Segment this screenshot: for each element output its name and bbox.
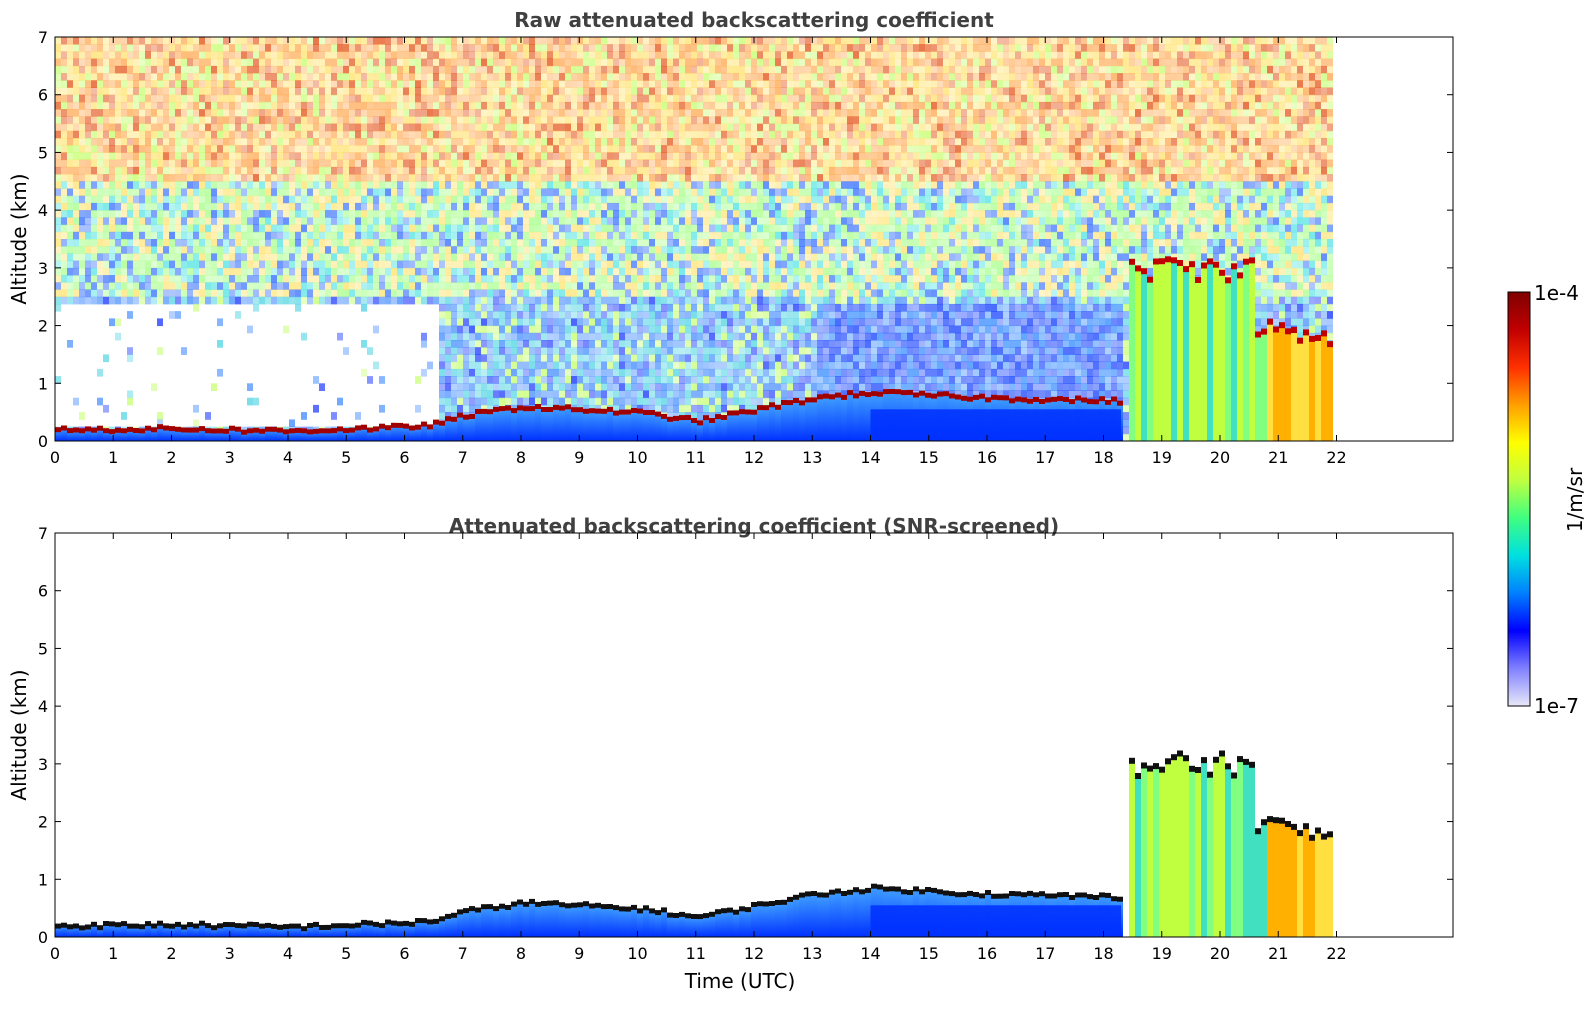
x-tick-label: 1: [108, 944, 118, 963]
axes-raw: 0 1 2 3 4 5 6 7 8 9 10 11 12 13 14 15 16 17 18 19 20 21 220123…: [38, 28, 1453, 467]
x-tick-label: 13: [802, 944, 822, 963]
y-axis-label-raw: Altitude (km): [7, 173, 31, 304]
axes-snr: 0 1 2 3 4 5 6 7 8 9 10 11 12 13 14 15 16 17 18 19 20 21 220123…: [38, 524, 1453, 963]
x-tick-label: 19: [1152, 944, 1172, 963]
x-tick-label: 18: [1093, 448, 1113, 467]
x-tick-label: 17: [1035, 448, 1055, 467]
y-tick-label: 5: [38, 143, 48, 162]
heatmap-raw: [55, 37, 1333, 442]
x-tick-label: 0: [50, 448, 60, 467]
x-tick-label: 12: [744, 448, 764, 467]
x-tick-label: 2: [166, 448, 176, 467]
x-tick-label: 8: [516, 448, 526, 467]
x-tick-label: 20: [1210, 448, 1230, 467]
y-tick-label: 1: [38, 870, 48, 889]
x-tick-label: 4: [283, 448, 293, 467]
y-tick-label: 0: [38, 928, 48, 947]
x-tick-label: 6: [399, 448, 409, 467]
heatmap-snr: [55, 750, 1333, 937]
x-tick-label: 3: [225, 448, 235, 467]
x-tick-label: 5: [341, 448, 351, 467]
x-tick-label: 19: [1152, 448, 1172, 467]
x-tick-label: 2: [166, 944, 176, 963]
x-tick-label: 9: [574, 944, 584, 963]
colorbar-unit-label: 1/m/sr: [1563, 467, 1587, 532]
x-tick-label: 3: [225, 944, 235, 963]
x-tick-label: 7: [458, 448, 468, 467]
y-tick-label: 3: [38, 755, 48, 774]
x-tick-label: 11: [686, 944, 706, 963]
y-tick-label: 7: [38, 28, 48, 47]
chart-title-raw: Raw attenuated backscattering coefficien…: [514, 8, 994, 32]
y-tick-label: 6: [38, 86, 48, 105]
x-tick-label: 12: [744, 944, 764, 963]
x-tick-label: 0: [50, 944, 60, 963]
x-tick-label: 9: [574, 448, 584, 467]
y-axis-label-snr: Altitude (km): [7, 669, 31, 800]
x-axis-label: Time (UTC): [684, 969, 796, 993]
y-tick-label: 3: [38, 259, 48, 278]
colorbar: [1507, 291, 1531, 707]
x-tick-label: 1: [108, 448, 118, 467]
y-tick-label: 7: [38, 524, 48, 543]
x-tick-label: 20: [1210, 944, 1230, 963]
y-tick-label: 2: [38, 813, 48, 832]
x-tick-label: 13: [802, 448, 822, 467]
y-tick-label: 4: [38, 201, 48, 220]
x-tick-label: 16: [977, 944, 997, 963]
y-tick-label: 0: [38, 432, 48, 451]
x-tick-label: 10: [627, 944, 647, 963]
x-tick-label: 10: [627, 448, 647, 467]
x-tick-label: 5: [341, 944, 351, 963]
x-tick-label: 21: [1268, 944, 1288, 963]
colorbar-min-label: 1e-7: [1534, 694, 1579, 718]
x-tick-label: 16: [977, 448, 997, 467]
x-tick-label: 22: [1326, 944, 1346, 963]
y-tick-label: 1: [38, 374, 48, 393]
colorbar-max-label: 1e-4: [1534, 281, 1579, 305]
x-tick-label: 15: [919, 448, 939, 467]
x-tick-label: 7: [458, 944, 468, 963]
x-tick-label: 17: [1035, 944, 1055, 963]
x-tick-label: 21: [1268, 448, 1288, 467]
x-tick-label: 4: [283, 944, 293, 963]
x-tick-label: 14: [860, 448, 880, 467]
x-tick-label: 6: [399, 944, 409, 963]
x-tick-label: 18: [1093, 944, 1113, 963]
y-tick-label: 4: [38, 697, 48, 716]
x-tick-label: 15: [919, 944, 939, 963]
x-tick-label: 14: [860, 944, 880, 963]
x-tick-label: 8: [516, 944, 526, 963]
x-tick-label: 22: [1326, 448, 1346, 467]
y-tick-label: 2: [38, 317, 48, 336]
y-tick-label: 6: [38, 582, 48, 601]
x-tick-label: 11: [686, 448, 706, 467]
y-tick-label: 5: [38, 639, 48, 658]
